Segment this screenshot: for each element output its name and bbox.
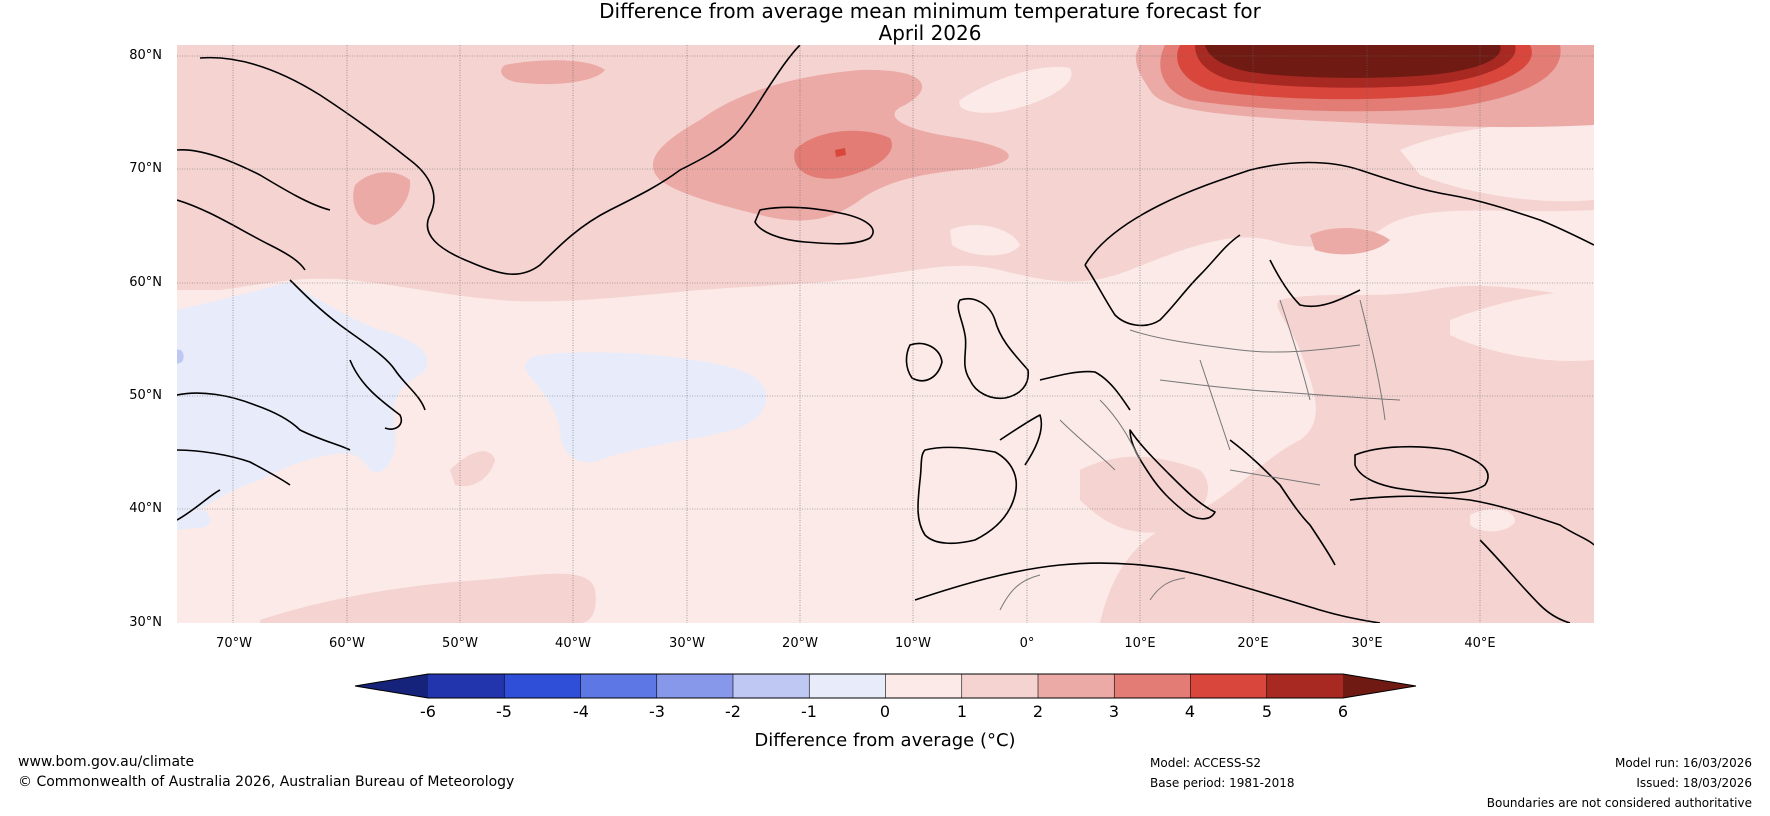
lat-label-50n: 50°N <box>129 388 162 403</box>
colorbar-segment-n1_0 <box>809 674 886 698</box>
lat-label-70n: 70°N <box>129 161 162 176</box>
colorbar-outline <box>354 673 1417 699</box>
country-borders <box>999 299 1401 611</box>
lon-label-30w: 30°W <box>669 636 705 651</box>
colorbar-segment-n6_n5 <box>428 674 505 698</box>
anomaly-2-3-baffin <box>353 172 411 225</box>
colorbar-tick: 4 <box>1184 702 1196 721</box>
lon-label-10w: 10°W <box>895 636 931 651</box>
colorbar-extend-above <box>1343 674 1416 698</box>
colorbar-tick: 1 <box>956 702 968 721</box>
colorbar-tick: -2 <box>725 702 741 721</box>
lat-label-30n: 30°N <box>129 615 162 630</box>
anomaly-2-3-finland <box>1310 228 1390 255</box>
lon-label-20w: 20°W <box>782 636 818 651</box>
title-line-1: Difference from average mean minimum tem… <box>599 0 1261 23</box>
model-run: Model run: 16/03/2026 <box>1614 756 1752 770</box>
anomaly-neg1-0-mid-atlantic <box>525 352 767 463</box>
colorbar-tick: 2 <box>1032 702 1044 721</box>
colorbar-segment-p4_5 <box>1190 674 1268 698</box>
anomaly-2-3-greenland-interior <box>501 60 605 85</box>
lon-label-30e: 30°E <box>1351 636 1383 651</box>
colorbar-tick: -4 <box>573 702 589 721</box>
anomaly-0-1-barents <box>1400 121 1594 202</box>
disclaimer: Boundaries are not considered authoritat… <box>1486 796 1752 810</box>
lat-label-40n: 40°N <box>129 501 162 516</box>
colorbar-segment-p1_2 <box>961 674 1039 698</box>
colorbar-tick: -3 <box>649 702 665 721</box>
colorbar-tick: -5 <box>496 702 512 721</box>
coastlines <box>177 45 1594 623</box>
colorbar-label: Difference from average (°C) <box>754 730 1016 751</box>
colorbar-segment-n4_n3 <box>580 674 658 698</box>
lon-label-0: 0° <box>1019 636 1035 651</box>
colorbar-tick: -6 <box>420 702 436 721</box>
colorbar-segment-n2_n1 <box>733 674 810 698</box>
lat-label-80n: 80°N <box>129 48 162 63</box>
anomaly-1-2-small-patch <box>450 451 495 487</box>
lon-label-20e: 20°E <box>1237 636 1269 651</box>
anomaly-4-5-spot <box>835 148 846 157</box>
website-url: www.bom.gov.au/climate <box>18 754 195 770</box>
colorbar-tick: 5 <box>1261 702 1273 721</box>
gridlines <box>177 45 1594 623</box>
anomaly-1-2-mediterranean <box>1080 456 1209 533</box>
anomaly-0-1-north-sea <box>950 225 1020 256</box>
colorbar-segment-p3_4 <box>1114 674 1191 698</box>
lon-label-50w: 50°W <box>442 636 478 651</box>
base-period: Base period: 1981-2018 <box>1150 776 1295 790</box>
colorbar <box>354 673 1417 699</box>
anomaly-1-2-east-europe <box>1100 285 1594 623</box>
map-area <box>177 45 1594 623</box>
anomaly-0-1-norwegian-sea <box>959 66 1072 113</box>
anomaly-neg1-0-labrador <box>177 282 428 515</box>
anomaly-1-2-south-atlantic <box>260 573 596 623</box>
anomaly-0-1-russia <box>1450 290 1594 361</box>
model-name: Model: ACCESS-S2 <box>1150 756 1262 770</box>
colorbar-tick: 0 <box>879 702 891 721</box>
lon-label-60w: 60°W <box>329 636 365 651</box>
colorbar-segment-p5_6 <box>1266 674 1344 698</box>
lon-label-10e: 10°E <box>1124 636 1156 651</box>
lon-label-70w: 70°W <box>216 636 252 651</box>
colorbar-segment-p0_1 <box>885 674 963 698</box>
colorbar-segment-n5_n4 <box>504 674 581 698</box>
colorbar-tick: 3 <box>1108 702 1120 721</box>
issued-date: Issued: 18/03/2026 <box>1636 776 1752 790</box>
colorbar-tick: -1 <box>801 702 817 721</box>
copyright: © Commonwealth of Australia 2026, Austra… <box>18 774 515 790</box>
title-line-2: April 2026 <box>878 21 982 45</box>
lon-label-40e: 40°E <box>1464 636 1496 651</box>
colorbar-segment-p2_3 <box>1038 674 1115 698</box>
anomaly-above-6-svalbard <box>1205 45 1501 78</box>
anomaly-0-1-black-sea <box>1470 509 1515 532</box>
colorbar-extend-below <box>355 674 428 698</box>
lon-label-40w: 40°W <box>555 636 591 651</box>
colorbar-segment-n3_n2 <box>656 674 734 698</box>
colorbar-tick: 6 <box>1337 702 1349 721</box>
lat-label-60n: 60°N <box>129 275 162 290</box>
anomaly-neg2-neg1-spot <box>177 349 184 364</box>
